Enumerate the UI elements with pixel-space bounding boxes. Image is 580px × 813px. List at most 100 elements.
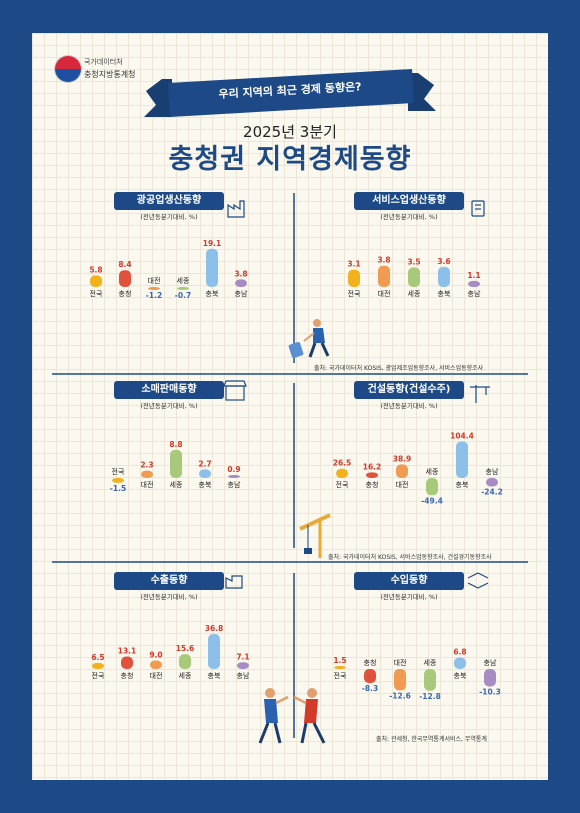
chart1-value-label: 3.1 <box>347 260 360 269</box>
chart4-bar-group: 충청 13.1 <box>118 647 137 680</box>
chart0-bar-group: 충청 8.4 <box>118 260 131 298</box>
page-title: 충청권 지역경제동향 <box>168 144 412 175</box>
chart2-bar-group: 대전 2.3 <box>140 461 153 489</box>
chart0-category-label: 대전 <box>148 276 161 285</box>
chart5-bar-세종 <box>424 669 436 691</box>
panel-title-retail: 소매판매동향 <box>114 381 224 399</box>
chart5-bar-group: 충북 6.8 <box>453 647 467 680</box>
chart3-bar-group: 대전 38.9 <box>393 454 412 489</box>
chart4-bar-group: 충북 36.8 <box>205 624 224 680</box>
panel-subtitle-service: (전년동분기대비, %) <box>380 213 438 221</box>
chart5-category-label: 전국 <box>334 671 347 680</box>
chart1-bar-대전 <box>378 265 390 287</box>
chart0-bar-충청 <box>119 270 131 287</box>
chart0-bar-group: 전국 5.8 <box>89 265 103 298</box>
org-name-line2: 충청지방통계청 <box>84 70 136 79</box>
banner-right-tail <box>408 73 436 111</box>
chart2-value-label: 0.9 <box>227 465 240 474</box>
chart1-category-label: 대전 <box>378 289 391 298</box>
chart3-bar-충북 <box>456 441 468 478</box>
infographic-paper: 국가데이터처 충청지방통계청 <box>32 33 548 780</box>
chart3-value-label: 26.5 <box>333 459 352 468</box>
chart4-bar-group: 충남 7.1 <box>236 652 250 680</box>
chart3-bar-충남 <box>486 478 498 487</box>
chart5-bar-group: 충청 -8.3 <box>362 658 378 693</box>
panel-subtitle-mining: (전년동분기대비, %) <box>140 213 198 221</box>
chart3-bar-group: 세종 -49.4 <box>421 467 443 505</box>
panel-title-service: 서비스업생산동향 <box>354 192 464 210</box>
export-icon <box>225 575 243 589</box>
panel-subtitle-import: (전년동분기대비, %) <box>380 593 438 601</box>
chart4-bar-group: 전국 6.5 <box>91 653 105 680</box>
chart2-category-label: 대전 <box>141 480 154 489</box>
chart5-value-label: 1.5 <box>333 656 346 665</box>
chart0-value-label: 5.8 <box>89 265 102 274</box>
chart4-value-label: 13.1 <box>118 647 137 656</box>
chart4-category-label: 충남 <box>237 671 250 680</box>
chart0-bar-group: 세종 -0.7 <box>175 276 191 300</box>
chart4-bar-대전 <box>150 660 162 669</box>
chart4-category-label: 세종 <box>179 671 192 680</box>
chart0-value-label: 3.8 <box>234 269 247 278</box>
chart0-value-label: -0.7 <box>175 291 191 300</box>
decor-layer <box>52 69 528 744</box>
chart1-bar-group: 대전 3.8 <box>377 256 390 298</box>
chart5-category-label: 충남 <box>484 658 497 667</box>
chart3-category-label: 대전 <box>396 480 409 489</box>
chart4-bar-group: 세종 15.6 <box>176 644 195 680</box>
chart1-bar-group: 세종 3.5 <box>407 257 421 298</box>
banner-left-tail <box>144 79 172 117</box>
receipt-icon <box>471 200 485 217</box>
crane-icon <box>470 385 490 403</box>
chart3-category-label: 충남 <box>486 467 499 476</box>
chart2-bar-group: 세종 8.8 <box>169 440 183 489</box>
chart5-bar-충남 <box>484 669 496 687</box>
chart0-bar-대전 <box>148 287 160 290</box>
chart5-bar-group: 세종 -12.8 <box>419 658 441 701</box>
chart4-bar-전국 <box>92 662 104 669</box>
chart2-bar-충남 <box>228 475 240 478</box>
chart2-category-label: 충북 <box>199 480 212 489</box>
panel-title-import: 수입동향 <box>354 572 464 590</box>
chart1-bar-group: 충북 3.6 <box>437 257 451 298</box>
chart0-bar-group: 대전 -1.2 <box>146 276 162 300</box>
chart5-value-label: -10.3 <box>479 688 501 697</box>
chart2-value-label: 2.7 <box>198 459 211 468</box>
chart4-bar-충남 <box>237 662 249 669</box>
government-logo <box>54 55 82 83</box>
chart1-value-label: 3.5 <box>407 257 420 266</box>
chart3-bar-group: 충청 16.2 <box>363 462 382 489</box>
chart1-value-label: 1.1 <box>467 271 480 280</box>
chart3-category-label: 충청 <box>366 480 379 489</box>
chart5-value-label: -12.6 <box>389 691 411 700</box>
chart5-value-label: -12.8 <box>419 692 441 701</box>
store-icon <box>223 380 247 401</box>
factory-icon <box>227 200 245 218</box>
chart0-bar-group: 충북 19.1 <box>203 239 222 298</box>
chart4-category-label: 대전 <box>150 671 163 680</box>
chart5-bar-충청 <box>364 669 376 684</box>
chart5-bar-충북 <box>454 657 466 669</box>
chart2-value-label: -1.5 <box>110 484 126 493</box>
panel-subtitle-construction: (전년동분기대비, %) <box>380 402 438 410</box>
chart0-value-label: 8.4 <box>118 260 131 269</box>
chart1-category-label: 충남 <box>468 289 481 298</box>
chart4-category-label: 충청 <box>121 671 134 680</box>
chart0-bar-충북 <box>206 248 218 287</box>
chart5-bar-대전 <box>394 669 406 691</box>
chart1-category-label: 충북 <box>438 289 451 298</box>
panel-subtitle-export: (전년동분기대비, %) <box>140 593 198 601</box>
chart1-bar-group: 전국 3.1 <box>347 260 361 298</box>
chart1-category-label: 세종 <box>408 289 421 298</box>
chart3-bar-group: 전국 26.5 <box>333 459 352 489</box>
chart3-value-label: -49.4 <box>421 496 443 505</box>
chart5-category-label: 대전 <box>394 658 407 667</box>
chart0-value-label: -1.2 <box>146 291 162 300</box>
import-icon <box>467 572 489 589</box>
chart4-value-label: 15.6 <box>176 644 195 653</box>
crane-illustration <box>299 513 331 558</box>
chart0-value-label: 19.1 <box>203 239 222 248</box>
chart1-category-label: 전국 <box>348 289 361 298</box>
chart1-value-label: 3.6 <box>437 257 450 266</box>
chart0-bar-충남 <box>235 279 247 287</box>
